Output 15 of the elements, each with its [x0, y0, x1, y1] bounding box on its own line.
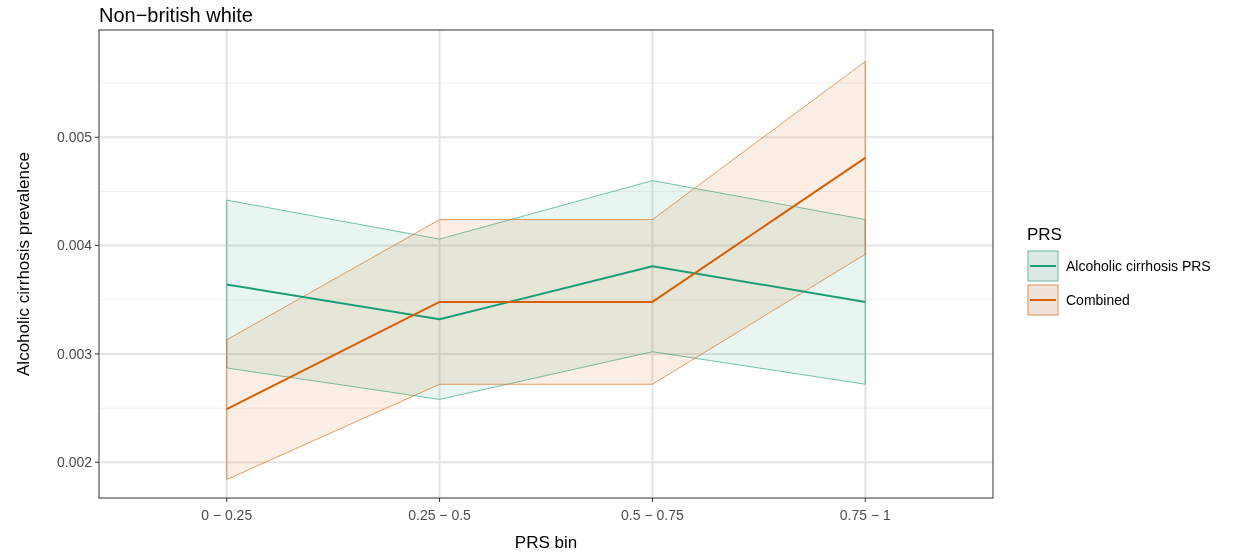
y-tick-label: 0.005 — [56, 129, 93, 146]
x-tick-label: 0.25 − 0.5 — [408, 507, 472, 523]
y-tick-label: 0.003 — [56, 345, 93, 362]
y-axis-title: Alcoholic cirrhosis prevalence — [14, 152, 33, 376]
x-tick-label: 0.5 − 0.75 — [621, 507, 684, 523]
legend-label: Combined — [1066, 291, 1130, 308]
y-tick-label: 0.002 — [56, 454, 93, 471]
legend-title: PRS — [1027, 225, 1062, 244]
x-axis-title: PRS bin — [514, 533, 578, 552]
line-series — [225, 265, 867, 321]
x-tick-label: 0 − 0.25 — [201, 507, 253, 523]
y-tick-label: 0.004 — [56, 237, 93, 254]
legend-label: Alcoholic cirrhosis PRS — [1066, 257, 1211, 274]
x-tick-label: 0.75 − 1 — [839, 507, 891, 523]
chart-title: Non−british white — [99, 4, 253, 26]
